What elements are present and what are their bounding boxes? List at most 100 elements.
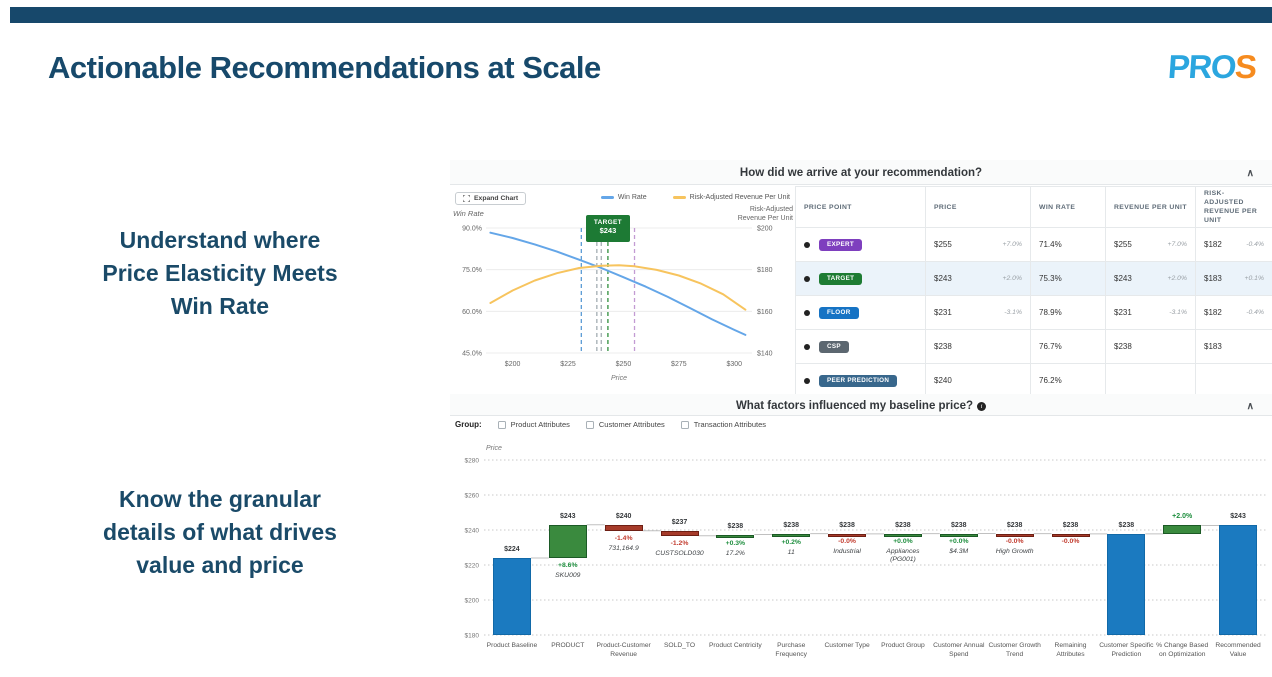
waterfall-bar-increase	[939, 533, 978, 537]
right-axis-tick: $140	[757, 351, 773, 358]
expand-chart-label: Expand Chart	[474, 195, 519, 202]
left-axis-title: Win Rate	[453, 209, 484, 218]
bar-note-label: 17.2%	[725, 549, 745, 557]
table-cell: 75.3%	[1030, 261, 1106, 296]
target-price-badge: TARGET $243	[585, 215, 630, 242]
value-with-delta: $255 +7.0%	[1114, 240, 1187, 249]
table-cell: $183 +0.1%	[1195, 261, 1272, 296]
x-axis-category-label: PRODUCT	[551, 642, 585, 649]
group-checkbox-customer-attributes[interactable]: Customer Attributes	[585, 420, 665, 429]
x-axis-tick: $250	[616, 361, 632, 368]
x-axis-tick: $300	[726, 361, 742, 368]
x-axis-category-label: Customer Annual Spend	[933, 642, 985, 658]
price-points-table: PRICE POINT PRICE WIN RATE REVENUE PER UNIT…	[795, 186, 1272, 398]
value-with-delta: $243 +2.0%	[1114, 274, 1187, 283]
value-with-delta: $183	[1204, 342, 1264, 351]
value-with-delta: $182 -0.4%	[1204, 308, 1264, 317]
x-axis-category-label: % Change Based on Optimization	[1156, 642, 1209, 658]
cell-delta: -0.4%	[1246, 309, 1264, 316]
cell-delta: +7.0%	[1002, 241, 1022, 248]
x-axis-category-label: Customer Growth Trend	[988, 642, 1041, 658]
price-elasticity-chart: 90.0% 75.0% 60.0% 45.0% $200 $180 $160 $140 Win …	[453, 206, 793, 382]
info-icon[interactable]: i	[977, 402, 987, 411]
bar-value-label: +2.0%	[1172, 513, 1193, 521]
bar-value-label: $238	[1006, 521, 1023, 529]
table-cell: $231 -3.1%	[925, 295, 1031, 330]
row-select-dot[interactable]	[804, 343, 810, 350]
bar-delta-label: -0.0%	[838, 537, 856, 545]
row-select-dot[interactable]	[804, 241, 810, 248]
row-select-dot[interactable]	[804, 309, 810, 316]
x-axis-category-label: Product Baseline	[486, 642, 538, 649]
table-cell: 78.9%	[1030, 295, 1106, 330]
price-point-badge: FLOOR	[819, 306, 859, 319]
row-select-dot[interactable]	[804, 275, 810, 282]
bar-delta-label: -1.4%	[614, 534, 633, 542]
group-label: Group:	[455, 420, 482, 429]
bar-value-label: $238	[783, 521, 799, 529]
x-axis-category-label: Remaining Attributes	[1054, 642, 1087, 658]
right-axis-tick: $180	[757, 267, 773, 274]
waterfall-bar-decrease	[995, 533, 1034, 537]
legend-item[interactable]: Win Rate	[600, 194, 647, 201]
value-with-delta: $182 -0.4%	[1204, 240, 1264, 249]
logo-letter: S	[1234, 48, 1258, 85]
left-axis-tick: 90.0%	[462, 226, 482, 233]
chart-legend: Win Rate Risk-Adjusted Revenue Per Unit	[450, 194, 790, 201]
cell-value: $243	[1114, 274, 1132, 283]
cell-delta: +0.1%	[1244, 275, 1264, 282]
value-with-delta: $240	[934, 376, 1022, 385]
group-checkbox-transaction-attributes[interactable]: Transaction Attributes	[680, 420, 766, 429]
caption-line: value and price	[136, 552, 304, 578]
checkbox-label: Transaction Attributes	[693, 420, 766, 429]
cell-value: $238	[934, 342, 952, 351]
factors-panel-title: What factors influenced my baseline pric…	[735, 400, 974, 412]
value-with-delta: $243 +2.0%	[934, 274, 1022, 283]
recommendation-panel-title: How did we arrive at your recommendation…	[739, 167, 983, 179]
x-axis-title: Price	[611, 375, 627, 382]
pros-logo: PROS	[1167, 48, 1257, 86]
cell-value: $182	[1204, 240, 1222, 249]
right-axis-tick: $200	[757, 226, 773, 233]
caption-granular-details: Know the granular details of what drives v…	[30, 483, 410, 582]
bar-value-label: $240	[615, 512, 632, 520]
price-point-cell: PEER PREDICTION	[804, 374, 917, 387]
group-filter-row: Group: Product Attributes Customer Attrib…	[455, 420, 766, 429]
row-select-dot[interactable]	[804, 377, 810, 384]
table-row: FLOOR $231 -3.1% 78.9% $231 -3.1% $182 -0.4%	[795, 295, 1272, 330]
bar-delta-label: -0.0%	[1005, 537, 1024, 545]
right-axis-title: Revenue Per Unit	[738, 215, 793, 222]
chevron-up-icon[interactable]: ∧	[1246, 401, 1254, 412]
waterfall-bar-decrease	[828, 533, 867, 537]
series-left	[489, 231, 747, 336]
expand-chart-button[interactable]: Expand Chart	[455, 192, 527, 205]
bar-delta-label: -0.0%	[1061, 537, 1080, 545]
y-axis-title: Price	[486, 445, 502, 452]
caption-price-elasticity: Understand where Price Elasticity Meets Wi…	[30, 224, 410, 323]
table-column-header: RISK-ADJUSTED REVENUE PER UNIT	[1195, 186, 1272, 228]
cell-value: $243	[934, 274, 952, 283]
table-cell	[1195, 363, 1272, 398]
left-axis-tick: 60.0%	[462, 309, 482, 316]
target-badge-value: $243	[599, 226, 617, 235]
bar-note-label: High Growth	[995, 547, 1034, 555]
y-axis-tick: $180	[465, 633, 480, 640]
table-row: EXPERT $255 +7.0% 71.4% $255 +7.0% $182 -0.4%	[795, 227, 1272, 262]
table-cell: $238	[925, 329, 1031, 364]
table-cell: 76.2%	[1030, 363, 1106, 398]
bar-note-label: SKU009	[555, 572, 581, 579]
bar-value-label: $238	[727, 522, 744, 530]
table-cell: $182 -0.4%	[1195, 227, 1272, 262]
price-point-badge: CSP	[819, 340, 849, 353]
table-row: CSP $238 76.7% $238 $183	[795, 329, 1272, 364]
waterfall-bar-increase	[883, 533, 922, 537]
price-point-badge: PEER PREDICTION	[819, 374, 898, 387]
value-with-delta: $238	[934, 342, 1022, 351]
chevron-up-icon[interactable]: ∧	[1246, 168, 1254, 179]
y-axis-tick: $200	[465, 598, 480, 605]
legend-item[interactable]: Risk-Adjusted Revenue Per Unit	[672, 194, 790, 201]
waterfall-bar-total	[1219, 525, 1258, 635]
waterfall-bar-total	[492, 558, 531, 635]
group-checkbox-product-attributes[interactable]: Product Attributes	[497, 420, 570, 429]
